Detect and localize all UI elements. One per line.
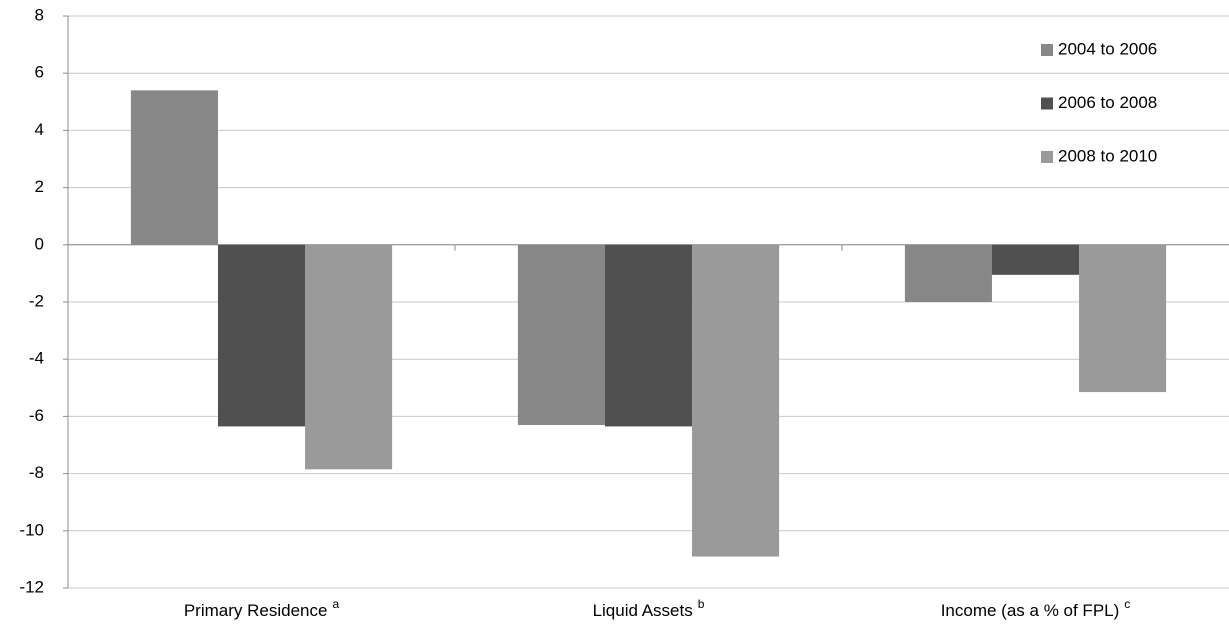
bar	[692, 244, 780, 557]
y-tick-label: -6	[29, 406, 44, 425]
y-tick-label: 2	[35, 177, 44, 196]
legend-swatch	[1041, 97, 1053, 110]
legend-swatch	[1041, 44, 1053, 56]
category-superscript: b	[698, 597, 705, 611]
legend-label: 2008 to 2010	[1058, 146, 1157, 165]
category-name: Income (as a % of FPL)	[941, 601, 1120, 620]
y-tick-label: -8	[29, 463, 44, 482]
bar	[517, 244, 605, 425]
bar	[904, 244, 992, 302]
y-tick-label: 0	[35, 234, 44, 253]
legend-label: 2006 to 2008	[1058, 93, 1157, 112]
bar	[991, 244, 1080, 275]
y-tick-label: -12	[19, 577, 44, 596]
legend-swatch	[1041, 151, 1053, 163]
x-tick-label: Primary Residence a	[184, 597, 340, 620]
x-tick-label: Liquid Assets b	[593, 597, 705, 620]
category-name: Liquid Assets	[593, 601, 693, 620]
legend-label: 2004 to 2006	[1058, 39, 1157, 58]
category-superscript: a	[332, 597, 339, 611]
y-tick-label: -4	[29, 349, 44, 368]
category-superscript: c	[1124, 597, 1130, 611]
bar	[604, 244, 693, 427]
y-tick-label: -10	[19, 520, 44, 539]
y-tick-label: 4	[35, 120, 44, 139]
bar	[217, 244, 306, 427]
y-tick-label: -2	[29, 291, 44, 310]
y-tick-label: 8	[35, 5, 44, 24]
bar	[130, 90, 218, 245]
y-tick-label: 6	[35, 63, 44, 82]
x-tick-label: Income (as a % of FPL) c	[941, 597, 1131, 620]
bar	[305, 244, 393, 470]
bar	[1079, 244, 1167, 393]
category-name: Primary Residence	[184, 601, 328, 620]
